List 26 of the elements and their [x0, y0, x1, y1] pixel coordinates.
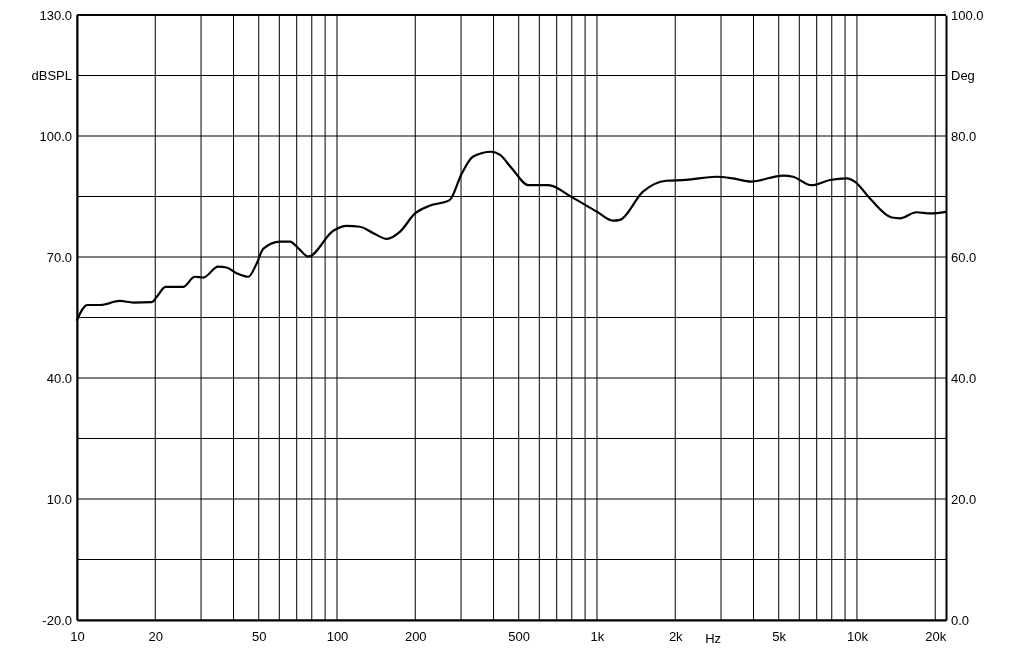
x-tick-label: 10 [70, 629, 85, 645]
x-tick-label: 50 [251, 629, 267, 645]
x-tick-label: 2k [668, 629, 684, 645]
y-tick-label: 70.0 [46, 249, 72, 265]
y-tick-label: 40.0 [46, 370, 72, 386]
x-tick-label: 1k [590, 629, 605, 645]
y2-tick-label: 20.0 [951, 491, 977, 507]
y-axis-title: dBSPL [31, 67, 72, 83]
x-tick-label: 20 [148, 629, 163, 645]
y2-axis-title: Deg [951, 67, 975, 83]
x-axis-title: Hz [705, 631, 722, 646]
x-tick-label: 20k [925, 629, 947, 645]
y-tick-label: 10.0 [46, 491, 72, 507]
y-tick-label: -20.0 [42, 612, 72, 628]
y2-tick-label: 60.0 [951, 249, 977, 265]
y-tick-label: 130.0 [39, 7, 72, 23]
x-tick-label: 5k [772, 629, 787, 645]
y2-tick-label: 0.0 [951, 612, 970, 628]
y2-tick-label: 100.0 [951, 7, 984, 23]
x-tick-label: 100 [326, 629, 349, 645]
x-tick-label: 200 [404, 629, 427, 645]
y-tick-label: 100.0 [39, 128, 72, 144]
x-tick-label: 500 [508, 629, 531, 645]
y2-tick-label: 40.0 [951, 370, 977, 386]
y2-tick-label: 80.0 [951, 128, 977, 144]
x-tick-label: 10k [846, 629, 869, 645]
